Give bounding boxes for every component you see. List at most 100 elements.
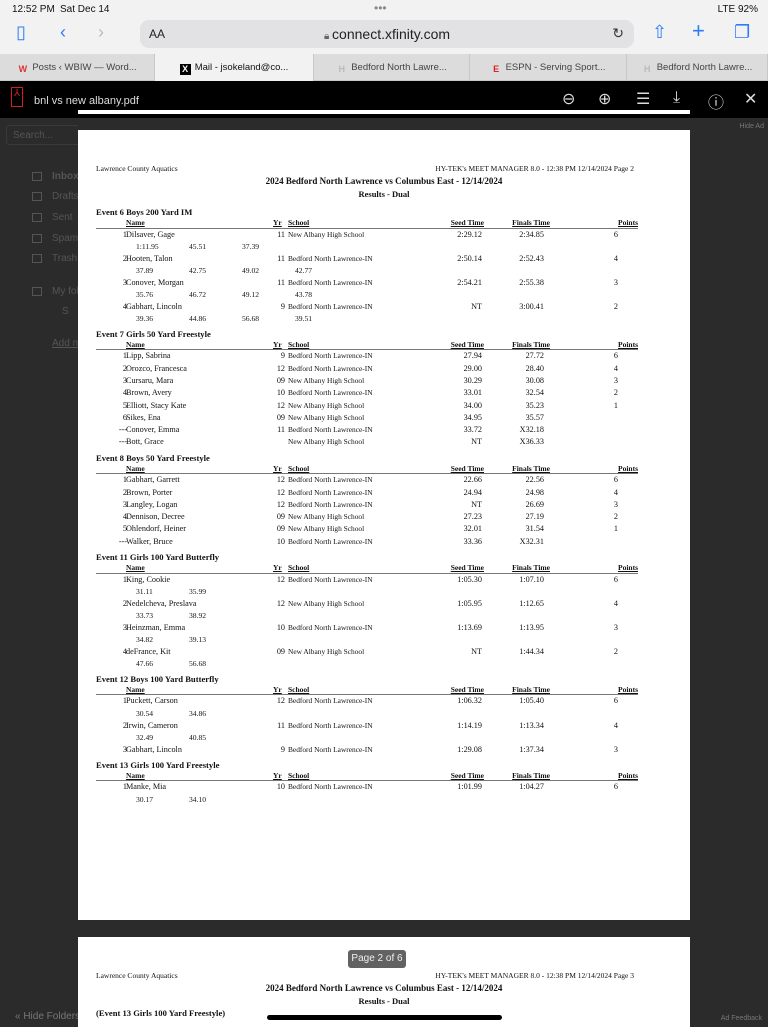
browser-tab[interactable]: W Posts ‹ WBIW — Word...: [0, 54, 155, 81]
page-indicator: Page 2 of 6: [348, 950, 406, 968]
browser-tab[interactable]: X Mail - jsokeland@co...: [155, 54, 314, 81]
split-time: 40.85: [189, 732, 207, 742]
share-icon[interactable]: ⇧: [652, 22, 668, 42]
result-seed: 33.36: [463, 536, 482, 546]
column-points: Points: [617, 218, 638, 227]
result-name: Manke, Mia: [126, 782, 167, 792]
result-place: 4: [122, 388, 127, 398]
column-yr: Yr: [273, 339, 282, 349]
column-header: Name Yr School Seed Time Finals Time Points: [96, 340, 638, 351]
results-subtitle: Results - Dual: [358, 996, 410, 1006]
result-place: 1: [122, 696, 127, 706]
reader-aa-button[interactable]: AA: [149, 27, 166, 41]
result-points: 4: [613, 363, 618, 373]
sidebar-folder[interactable]: Sent: [52, 212, 73, 223]
reload-icon[interactable]: ↻: [612, 25, 624, 41]
split-time: 37.39: [242, 241, 260, 251]
result-finals: 30.08: [525, 375, 544, 385]
sidebar-folder[interactable]: Drafts: [52, 191, 78, 202]
forward-icon[interactable]: ›: [98, 22, 104, 42]
column-yr: Yr: [273, 463, 282, 473]
result-finals: 27.19: [525, 512, 544, 522]
browser-tab[interactable]: H Bedford North Lawre...: [314, 54, 470, 81]
result-points: 2: [613, 646, 618, 656]
result-school: Bedford North Lawrence-IN: [288, 425, 373, 435]
result-seed: NT: [471, 301, 482, 311]
result-school: Bedford North Lawrence-IN: [288, 744, 373, 754]
column-yr: Yr: [273, 218, 282, 227]
split-time: 30.54: [136, 708, 154, 718]
column-finals: Finals Time: [512, 218, 550, 227]
result-name: Sikes, Ena: [126, 412, 161, 422]
result-finals: 31.54: [525, 524, 544, 534]
result-row: 1 Gabhart, Garrett 12 Bedford North Lawrenc…: [96, 474, 638, 486]
multitask-dots-icon[interactable]: •••: [374, 1, 387, 15]
sidebar-folder[interactable]: Inbox: [52, 171, 78, 182]
result-name: Elliott, Stacy Kate: [126, 400, 187, 410]
sidebar-folder[interactable]: My fol: [52, 286, 78, 297]
folder-icon: [32, 192, 42, 201]
sidebar-folder[interactable]: Trash: [52, 253, 78, 264]
hide-ad-link[interactable]: Hide Ad: [739, 123, 764, 130]
result-points: 3: [613, 277, 618, 287]
column-finals: Finals Time: [512, 563, 550, 573]
result-seed: NT: [471, 646, 482, 656]
result-finals: 1:04.27: [519, 782, 544, 792]
favicon-x-icon: X: [179, 64, 191, 75]
result-seed: 1:06.32: [457, 696, 482, 706]
column-header: Name Yr School Seed Time Finals Time Points: [96, 563, 638, 574]
result-seed: 30.29: [463, 375, 482, 385]
sidebar-icon[interactable]: ▯: [16, 22, 26, 42]
new-tab-icon[interactable]: +: [692, 18, 705, 43]
column-seed: Seed Time: [450, 218, 484, 227]
favicon-w-icon: W: [18, 64, 28, 74]
sidebar-folder[interactable]: S: [62, 306, 69, 317]
split-time: 45.51: [189, 241, 207, 251]
result-name: Lipp, Sabrina: [126, 351, 171, 361]
info-icon[interactable]: ⓘ: [708, 95, 725, 112]
result-points: 1: [613, 524, 618, 534]
download-icon[interactable]: ⤓: [673, 89, 681, 106]
back-icon[interactable]: ‹: [60, 22, 66, 42]
zoom-in-icon[interactable]: ⊕: [598, 91, 612, 108]
close-icon[interactable]: ✕: [744, 91, 758, 108]
search-input[interactable]: Search...: [6, 125, 78, 145]
result-row: 2 Brown, Porter 12 Bedford North Lawrence-I…: [96, 487, 638, 499]
event-title: Event 7 Girls 50 Yard Freestyle: [96, 328, 211, 339]
sidebar-folder[interactable]: Add m: [52, 338, 78, 349]
url-text[interactable]: 🔒︎ connect.xfinity.com: [140, 26, 634, 42]
tabs-overview-icon[interactable]: ❐: [734, 22, 751, 42]
software-header: HY-TEK's MEET MANAGER 8.0 - 12:38 PM 12/…: [435, 164, 634, 173]
result-name: Bott, Grace: [126, 437, 164, 447]
split-times: 30.17 34.10: [96, 794, 638, 806]
signal-battery: LTE 92%: [717, 4, 758, 15]
browser-tab[interactable]: H Bedford North Lawre...: [627, 54, 768, 81]
result-yr: 11: [277, 425, 285, 435]
address-bar[interactable]: AA 🔒︎ connect.xfinity.com ↻: [140, 20, 634, 48]
column-header: Name Yr School Seed Time Finals Time Points: [96, 218, 638, 229]
column-seed: Seed Time: [450, 563, 484, 573]
menu-icon[interactable]: ☰: [636, 91, 651, 108]
org-name: Lawrence County Aquatics: [96, 971, 178, 980]
result-seed: 1:05.30: [457, 574, 482, 584]
sidebar-folder[interactable]: Spam: [52, 233, 78, 244]
result-place: 3: [122, 744, 127, 754]
split-time: 47.66: [136, 659, 154, 669]
ad-feedback-link[interactable]: Ad Feedback: [720, 1015, 762, 1022]
result-finals: X32.18: [519, 425, 544, 435]
folder-icon: [32, 172, 42, 181]
result-points: 3: [613, 622, 618, 632]
event-title: Event 8 Boys 50 Yard Freestyle: [96, 452, 210, 463]
result-yr: 12: [276, 487, 285, 497]
result-place: 5: [122, 524, 127, 534]
zoom-out-icon[interactable]: ⊖: [562, 91, 576, 108]
result-seed: 2:54.21: [457, 277, 482, 287]
result-row: 4 deFrance, Kit 09 New Albany High School NT…: [96, 646, 638, 658]
split-times: 34.82 39.13: [96, 634, 638, 646]
browser-tab[interactable]: E ESPN - Serving Sport...: [470, 54, 627, 81]
result-school: New Albany High School: [288, 512, 365, 522]
hide-folders-link[interactable]: « Hide Folders: [15, 1011, 78, 1022]
favicon-h-icon: H: [338, 64, 345, 74]
result-seed: 1:29.08: [457, 744, 482, 754]
horizontal-scrollbar[interactable]: [267, 1015, 502, 1020]
